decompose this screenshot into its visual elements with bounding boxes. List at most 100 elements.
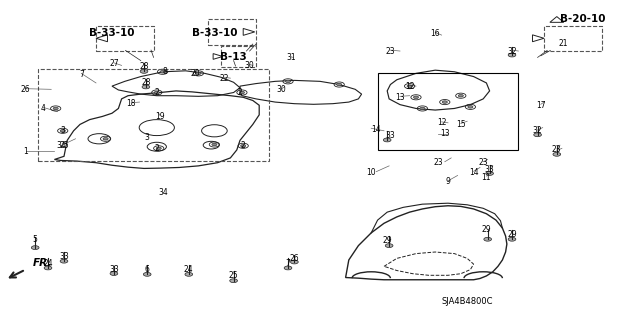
- Polygon shape: [213, 54, 223, 59]
- Circle shape: [60, 259, 68, 263]
- Text: SJA4B4800C: SJA4B4800C: [442, 297, 493, 306]
- Text: 26: 26: [20, 85, 31, 94]
- Text: 28: 28: [141, 78, 150, 87]
- Text: 29: 29: [507, 230, 517, 239]
- Bar: [38, 69, 269, 161]
- Circle shape: [285, 80, 291, 83]
- Circle shape: [196, 72, 201, 75]
- Text: 13: 13: [440, 130, 450, 138]
- Bar: [221, 46, 256, 67]
- Text: 28: 28: [140, 63, 148, 71]
- Text: 27: 27: [109, 59, 119, 68]
- Text: 7: 7: [285, 259, 291, 268]
- Text: 23: 23: [478, 158, 488, 167]
- Text: 7: 7: [79, 70, 84, 79]
- Text: 21: 21: [559, 39, 568, 48]
- Text: 13: 13: [395, 93, 405, 102]
- Text: 11: 11: [482, 173, 491, 182]
- Text: 20: 20: [190, 69, 200, 78]
- Text: 17: 17: [536, 101, 546, 110]
- Text: 12: 12: [437, 118, 446, 127]
- Circle shape: [553, 152, 561, 156]
- Text: 23: 23: [552, 145, 562, 154]
- Text: 10: 10: [366, 168, 376, 177]
- Circle shape: [60, 130, 65, 132]
- Bar: [208, 19, 256, 45]
- Circle shape: [413, 96, 419, 99]
- Circle shape: [484, 237, 492, 241]
- Circle shape: [508, 237, 516, 241]
- Text: 14: 14: [468, 168, 479, 177]
- Circle shape: [31, 246, 39, 249]
- Text: B-20-10: B-20-10: [559, 14, 605, 24]
- Circle shape: [486, 172, 493, 175]
- Text: 25: 25: [228, 271, 239, 280]
- Polygon shape: [243, 28, 255, 35]
- Text: 2: 2: [154, 144, 159, 153]
- Text: 31: 31: [286, 53, 296, 62]
- Text: 32: 32: [507, 47, 517, 56]
- Circle shape: [458, 94, 463, 97]
- Text: 3: 3: [60, 126, 65, 135]
- Text: 19: 19: [155, 112, 165, 121]
- Text: 16: 16: [430, 29, 440, 38]
- Circle shape: [156, 147, 161, 150]
- Text: FR.: FR.: [33, 258, 52, 268]
- Circle shape: [420, 107, 425, 110]
- Text: 24: 24: [184, 265, 194, 274]
- Circle shape: [212, 143, 217, 146]
- Circle shape: [241, 145, 246, 147]
- Text: 2: 2: [154, 88, 159, 97]
- Text: 34: 34: [158, 189, 168, 197]
- Bar: [544, 26, 602, 51]
- Text: 32: 32: [532, 126, 543, 135]
- Text: 2: 2: [237, 88, 243, 97]
- Text: 23: 23: [433, 158, 444, 167]
- Text: 3: 3: [145, 133, 150, 142]
- Text: 22: 22: [220, 74, 228, 83]
- Polygon shape: [550, 17, 564, 22]
- Circle shape: [383, 138, 391, 142]
- Text: 30: 30: [276, 85, 287, 94]
- Text: 6: 6: [145, 265, 150, 274]
- Text: 12: 12: [405, 82, 414, 91]
- Circle shape: [385, 244, 393, 248]
- Text: 15: 15: [456, 120, 466, 129]
- Circle shape: [284, 266, 292, 270]
- Text: 8: 8: [163, 67, 168, 76]
- Text: 9: 9: [445, 177, 451, 186]
- Circle shape: [230, 279, 237, 283]
- Circle shape: [154, 91, 159, 94]
- Circle shape: [44, 266, 52, 270]
- Text: B-13: B-13: [220, 52, 247, 63]
- Text: 33: 33: [484, 165, 495, 174]
- Circle shape: [508, 53, 516, 57]
- Circle shape: [110, 272, 118, 276]
- Text: B-33-10: B-33-10: [191, 28, 237, 39]
- Text: 25: 25: [59, 141, 69, 150]
- Text: 2: 2: [241, 141, 246, 150]
- Text: 26: 26: [289, 254, 300, 263]
- Text: B-33-10: B-33-10: [89, 28, 135, 39]
- Circle shape: [143, 272, 151, 276]
- Circle shape: [291, 260, 298, 264]
- Text: 18: 18: [127, 99, 136, 108]
- Circle shape: [239, 91, 244, 94]
- Bar: [96, 26, 154, 51]
- Polygon shape: [532, 35, 544, 42]
- Text: 29: 29: [481, 225, 492, 234]
- Circle shape: [140, 70, 148, 73]
- Circle shape: [442, 101, 447, 103]
- Circle shape: [142, 85, 150, 89]
- Bar: [378, 73, 518, 150]
- Text: 5: 5: [33, 235, 38, 244]
- Circle shape: [468, 106, 473, 108]
- Text: 4: 4: [41, 104, 46, 113]
- Circle shape: [53, 107, 58, 110]
- Text: 30: 30: [244, 61, 255, 70]
- Text: 14: 14: [371, 125, 381, 134]
- Text: 1: 1: [23, 147, 28, 156]
- Polygon shape: [96, 35, 108, 42]
- Text: 23: 23: [385, 47, 396, 56]
- Text: 29: 29: [382, 236, 392, 245]
